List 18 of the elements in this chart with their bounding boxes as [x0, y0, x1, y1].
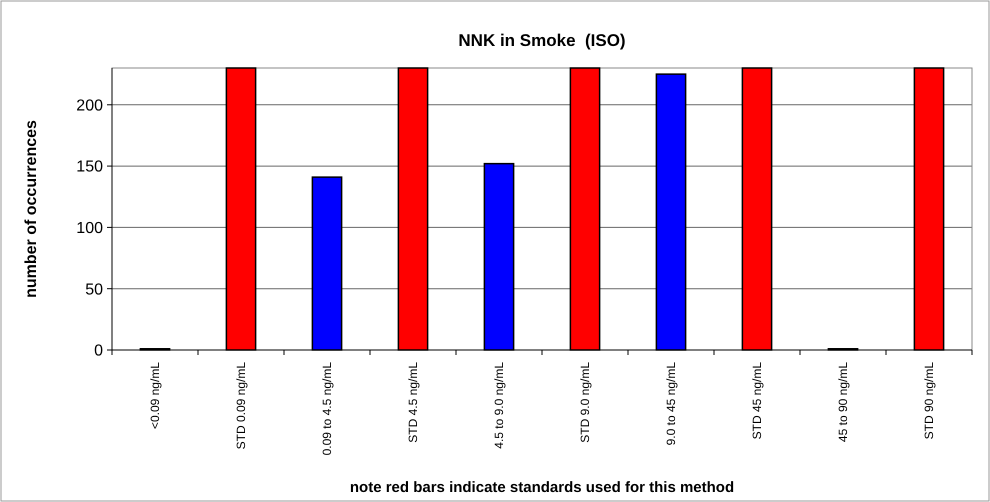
- x-tick-label: 4.5 to 9.0 ng/mL: [492, 362, 506, 449]
- x-tick-label: 9.0 to 45 ng/mL: [664, 362, 678, 446]
- y-axis-title: number of occurrences: [23, 120, 40, 298]
- y-tick-label: 50: [85, 281, 104, 298]
- x-tick-label: STD 0.09 ng/mL: [234, 362, 248, 450]
- y-tick-label: 0: [94, 342, 104, 360]
- x-axis-title: note red bars indicate standards used for this method: [350, 479, 734, 496]
- chart-title: NNK in Smoke (ISO): [458, 31, 626, 50]
- x-tick-label: STD 45 ng/mL: [750, 362, 764, 440]
- x-tick-label: 0.09 to 4.5 ng/mL: [320, 362, 334, 456]
- x-tick-label: STD 90 ng/mL: [922, 362, 936, 440]
- x-tick-label: STD 4.5 ng/mL: [406, 362, 420, 443]
- x-tick-label: STD 9.0 ng/mL: [578, 362, 592, 443]
- x-tick-label: 45 to 90 ng/mL: [836, 362, 850, 442]
- y-tick-label: 200: [76, 97, 104, 114]
- y-tick-label: 100: [76, 220, 104, 237]
- x-tick-label: <0.09 ng/mL: [148, 362, 162, 430]
- y-tick-label: 150: [76, 158, 104, 176]
